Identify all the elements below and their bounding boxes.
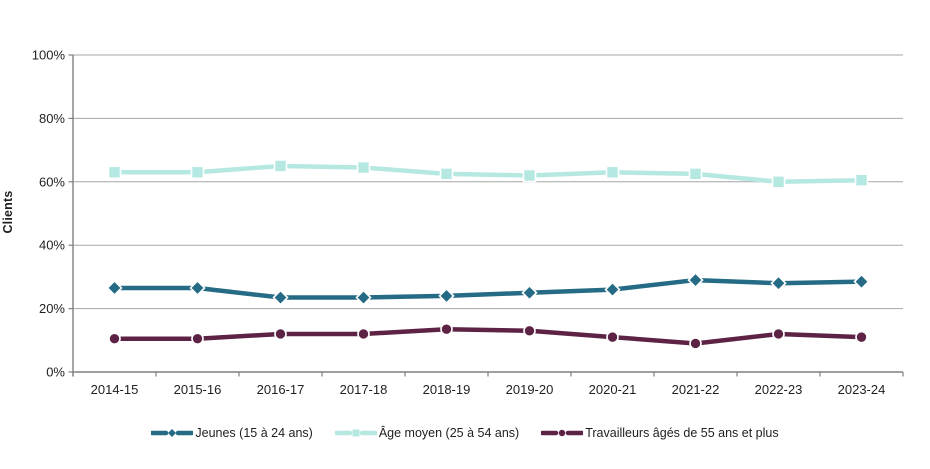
x-tick-label: 2019-20 bbox=[506, 382, 554, 397]
data-point-marker bbox=[604, 281, 621, 298]
legend-key-icon bbox=[334, 429, 377, 437]
data-point-marker bbox=[689, 337, 702, 350]
data-point-marker bbox=[189, 279, 206, 297]
data-point-marker bbox=[190, 165, 205, 180]
data-point-marker bbox=[356, 160, 371, 175]
data-point-marker bbox=[771, 175, 786, 189]
x-tick-label: 2017-18 bbox=[340, 382, 388, 397]
x-tick-label: 2023-24 bbox=[838, 382, 886, 397]
x-tick-label: 2015-16 bbox=[174, 382, 222, 397]
data-point-marker bbox=[107, 165, 122, 180]
data-point-marker bbox=[605, 165, 620, 180]
series-line bbox=[112, 163, 864, 185]
data-point-marker bbox=[687, 271, 704, 289]
data-point-marker bbox=[191, 332, 204, 346]
data-point-marker bbox=[854, 173, 869, 188]
data-point-marker bbox=[772, 327, 785, 341]
data-point-marker bbox=[274, 327, 287, 341]
y-tick-label: 60% bbox=[39, 174, 65, 189]
legend-item: Âge moyen (25 à 54 ans) bbox=[334, 426, 520, 440]
y-tick-label: 20% bbox=[39, 301, 65, 316]
legend-key-icon bbox=[541, 429, 584, 437]
legend-item: Jeunes (15 à 24 ans) bbox=[151, 426, 313, 440]
legend-label: Jeunes (15 à 24 ans) bbox=[195, 426, 313, 440]
data-point-marker bbox=[108, 332, 121, 346]
chart-legend: Jeunes (15 à 24 ans) Âge moyen (25 à 54 … bbox=[0, 426, 930, 440]
x-tick-label: 2021-22 bbox=[672, 382, 720, 397]
x-tick-label: 2016-17 bbox=[257, 382, 305, 397]
legend-key-icon bbox=[151, 429, 194, 437]
data-point-marker bbox=[357, 327, 370, 341]
data-point-marker bbox=[438, 287, 455, 305]
data-point-marker bbox=[522, 168, 537, 183]
y-tick-label: 100% bbox=[32, 48, 66, 63]
x-tick-label: 2018-19 bbox=[423, 382, 471, 397]
data-point-marker bbox=[521, 284, 538, 301]
data-point-marker bbox=[106, 279, 123, 297]
data-point-marker bbox=[439, 167, 454, 181]
data-point-marker bbox=[855, 330, 868, 344]
data-point-marker bbox=[523, 324, 536, 338]
series-line bbox=[112, 277, 864, 300]
legend-label: Âge moyen (25 à 54 ans) bbox=[378, 426, 520, 440]
y-tick-label: 40% bbox=[39, 238, 65, 253]
y-tick-label: 80% bbox=[39, 111, 65, 126]
y-tick-label: 0% bbox=[46, 365, 65, 380]
legend-label: Travailleurs âgés de 55 ans et plus bbox=[585, 426, 779, 440]
data-point-marker bbox=[688, 167, 703, 181]
data-point-marker bbox=[440, 322, 453, 336]
x-tick-label: 2020-21 bbox=[589, 382, 637, 397]
data-point-marker bbox=[606, 330, 619, 344]
data-point-marker bbox=[853, 273, 870, 290]
plot-area: 0% 20% 40% 60% 80% 100% 2014-15 2015-16 2016-17 2… bbox=[32, 48, 904, 397]
data-point-marker bbox=[770, 275, 787, 292]
data-point-marker bbox=[273, 159, 288, 173]
legend-item: Travailleurs âgés de 55 ans et plus bbox=[541, 426, 779, 440]
data-point-marker bbox=[355, 289, 372, 306]
x-tick-label: 2014-15 bbox=[91, 382, 139, 397]
series-line bbox=[112, 326, 864, 346]
data-point-marker bbox=[272, 289, 289, 306]
x-tick-label: 2022-23 bbox=[755, 382, 803, 397]
